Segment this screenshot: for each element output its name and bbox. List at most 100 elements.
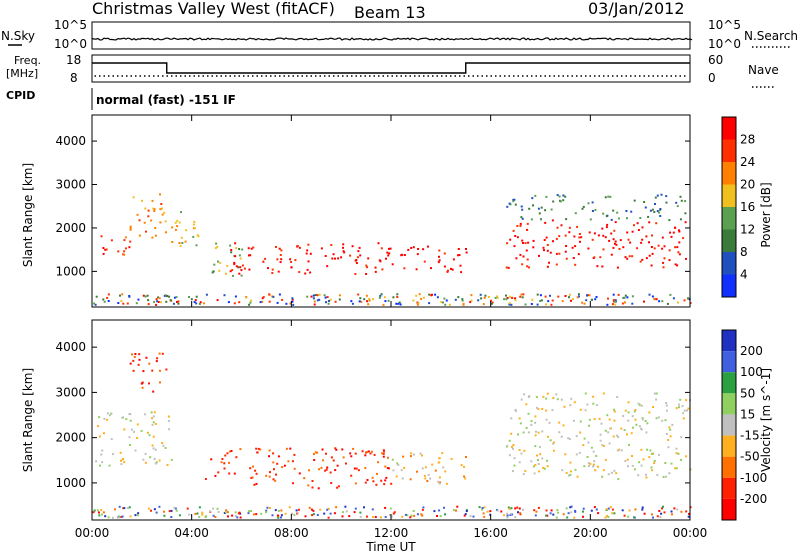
data-cell xyxy=(597,512,600,515)
data-cell xyxy=(350,474,353,477)
data-cell xyxy=(590,446,593,449)
data-cell xyxy=(519,512,522,515)
data-cell xyxy=(673,507,676,510)
data-cell xyxy=(522,242,524,244)
data-cell xyxy=(668,219,671,222)
data-cell xyxy=(343,251,346,254)
data-cell xyxy=(397,463,400,466)
data-cell xyxy=(503,298,506,301)
data-cell xyxy=(534,434,537,437)
data-cell xyxy=(378,259,381,262)
data-cell xyxy=(674,246,677,249)
data-cell xyxy=(358,246,361,249)
data-cell xyxy=(252,246,255,249)
data-cell xyxy=(568,474,570,477)
data-cell xyxy=(227,301,230,304)
data-cell xyxy=(569,293,571,296)
data-cell xyxy=(364,454,367,457)
data-cell xyxy=(530,420,533,423)
data-cell xyxy=(224,454,227,457)
data-cell xyxy=(110,239,113,242)
data-cell xyxy=(249,254,252,257)
data-cell xyxy=(126,302,129,305)
data-cell xyxy=(250,476,253,479)
data-cell xyxy=(631,295,634,298)
data-cell xyxy=(439,481,442,484)
data-cell xyxy=(359,511,362,514)
data-cell xyxy=(526,222,529,225)
data-cell xyxy=(167,420,170,422)
data-cell xyxy=(422,506,425,509)
data-cell xyxy=(445,482,448,485)
data-cell xyxy=(668,426,671,429)
data-cell xyxy=(678,406,680,409)
data-cell xyxy=(644,473,647,476)
power-colorbar-label: Power [dB] xyxy=(759,182,773,247)
data-cell xyxy=(617,293,620,296)
data-cell xyxy=(311,514,314,517)
data-cell xyxy=(228,472,231,475)
data-cell xyxy=(653,462,656,465)
data-cell xyxy=(662,261,665,264)
data-cell xyxy=(684,200,687,203)
data-cell xyxy=(318,468,321,471)
data-cell xyxy=(312,297,315,300)
data-cell xyxy=(561,300,564,303)
data-cell xyxy=(278,247,281,250)
data-cell xyxy=(233,302,236,305)
data-cell xyxy=(566,516,569,519)
data-cell xyxy=(363,298,366,301)
data-cell xyxy=(197,235,200,238)
nsky-tick-bottom: 10^0 xyxy=(54,37,87,51)
data-cell xyxy=(635,423,638,426)
data-cell xyxy=(565,257,568,260)
data-cell xyxy=(280,249,283,252)
data-cell xyxy=(573,401,576,404)
data-cell xyxy=(557,511,560,514)
data-cell xyxy=(157,296,160,299)
data-cell xyxy=(683,409,686,412)
data-cell xyxy=(133,430,135,433)
data-cell xyxy=(330,456,333,459)
data-cell xyxy=(442,466,445,469)
data-cell xyxy=(569,404,572,407)
data-cell xyxy=(650,264,653,267)
data-cell xyxy=(173,296,176,299)
data-cell xyxy=(141,199,143,202)
data-cell xyxy=(342,246,344,249)
data-cell xyxy=(102,247,105,249)
data-cell xyxy=(569,506,572,509)
data-cell xyxy=(396,293,399,296)
data-cell xyxy=(579,420,582,423)
data-cell xyxy=(277,509,280,512)
data-cell xyxy=(627,401,630,404)
data-cell xyxy=(503,514,506,517)
data-cell xyxy=(438,461,441,464)
data-cell xyxy=(400,469,403,472)
data-cell xyxy=(153,210,156,212)
data-cell xyxy=(626,257,629,260)
data-cell xyxy=(517,433,519,436)
data-cell xyxy=(229,244,232,247)
data-cell xyxy=(583,465,586,468)
data-cell xyxy=(352,447,355,450)
data-cell xyxy=(269,507,271,509)
data-cell xyxy=(512,447,514,450)
data-cell xyxy=(655,222,658,225)
data-cell xyxy=(95,295,98,298)
data-cell xyxy=(594,469,597,472)
data-cell xyxy=(392,512,395,515)
data-cell xyxy=(153,208,156,211)
data-cell xyxy=(223,462,226,465)
data-cell xyxy=(351,245,354,248)
data-cell xyxy=(605,226,608,229)
data-cell xyxy=(610,232,613,235)
data-cell xyxy=(152,435,155,438)
data-cell xyxy=(357,469,360,472)
data-cell xyxy=(155,461,158,464)
data-cell xyxy=(510,507,513,510)
data-cell xyxy=(434,293,437,296)
data-cell xyxy=(251,476,254,479)
data-cell xyxy=(409,455,412,458)
date-label: 03/Jan/2012 xyxy=(588,0,685,18)
